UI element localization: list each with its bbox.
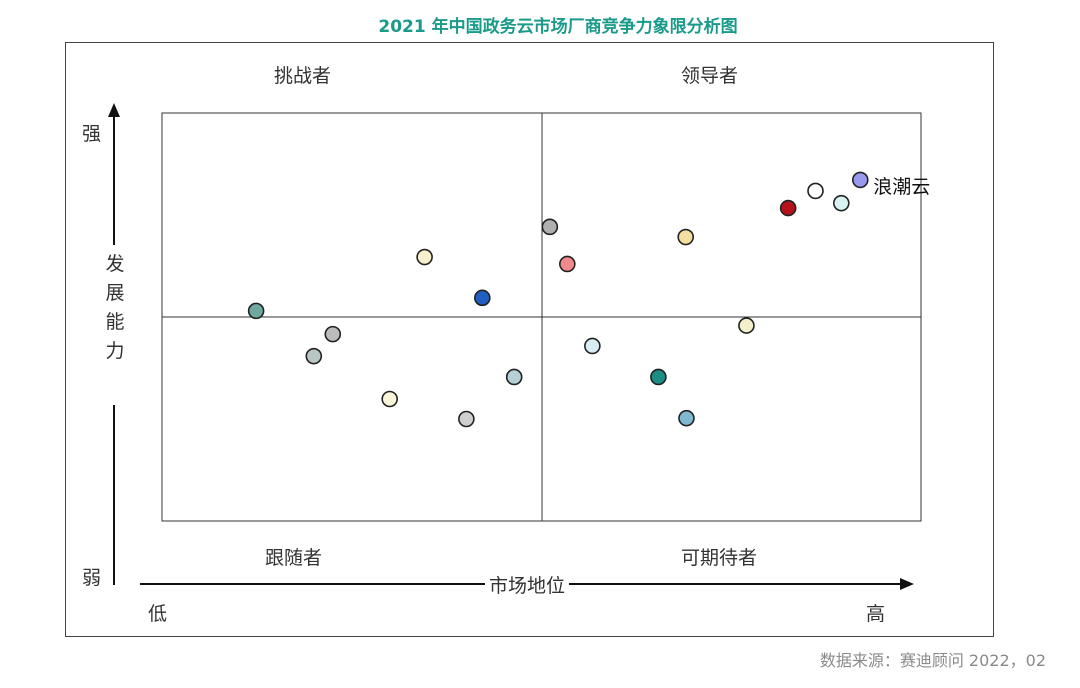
data-point xyxy=(381,390,399,408)
data-point xyxy=(559,255,576,273)
y-axis-label: 发 展 能 力 xyxy=(101,250,129,366)
data-point xyxy=(851,171,869,189)
y-axis-label-char: 力 xyxy=(105,340,125,362)
data-point xyxy=(807,182,824,200)
quadrant-label-followers: 跟随者 xyxy=(265,547,323,569)
points-layer: 浪潮云 xyxy=(247,171,930,428)
data-point xyxy=(416,248,433,266)
chart-frame xyxy=(65,42,994,637)
quadrant-label-promising: 可期待者 xyxy=(681,547,758,569)
y-axis-low-label: 弱 xyxy=(82,567,102,589)
data-point xyxy=(678,409,695,427)
source-note: 数据来源：赛迪顾问 2022，02 xyxy=(819,651,1046,670)
y-axis-label-char: 能 xyxy=(105,311,125,333)
quadrant-label-challengers: 挑战者 xyxy=(274,65,332,87)
data-point xyxy=(677,228,695,246)
x-axis-low-label: 低 xyxy=(148,603,168,625)
x-axis-high-label: 高 xyxy=(866,603,886,625)
x-axis-arrowhead xyxy=(900,578,914,590)
data-point xyxy=(324,325,342,343)
y-axis-label-char: 展 xyxy=(105,282,125,304)
data-point xyxy=(650,368,667,386)
data-point xyxy=(505,368,523,386)
data-point xyxy=(833,194,850,212)
data-point-label: 浪潮云 xyxy=(873,176,930,198)
quadrant-label-leaders: 领导者 xyxy=(681,65,739,87)
y-axis-label-char: 发 xyxy=(105,253,125,275)
data-point xyxy=(247,302,265,320)
y-axis-high-label: 强 xyxy=(82,123,102,145)
data-point xyxy=(458,410,475,428)
data-point xyxy=(473,289,491,307)
x-axis-label: 市场地位 xyxy=(485,571,570,598)
data-point xyxy=(305,347,323,365)
chart-title: 2021 年中国政务云市场厂商竞争力象限分析图 xyxy=(378,17,738,37)
data-point xyxy=(541,218,559,236)
data-point xyxy=(738,317,755,334)
data-point xyxy=(779,199,797,217)
y-axis-arrowhead xyxy=(108,103,120,117)
data-point xyxy=(584,337,601,355)
